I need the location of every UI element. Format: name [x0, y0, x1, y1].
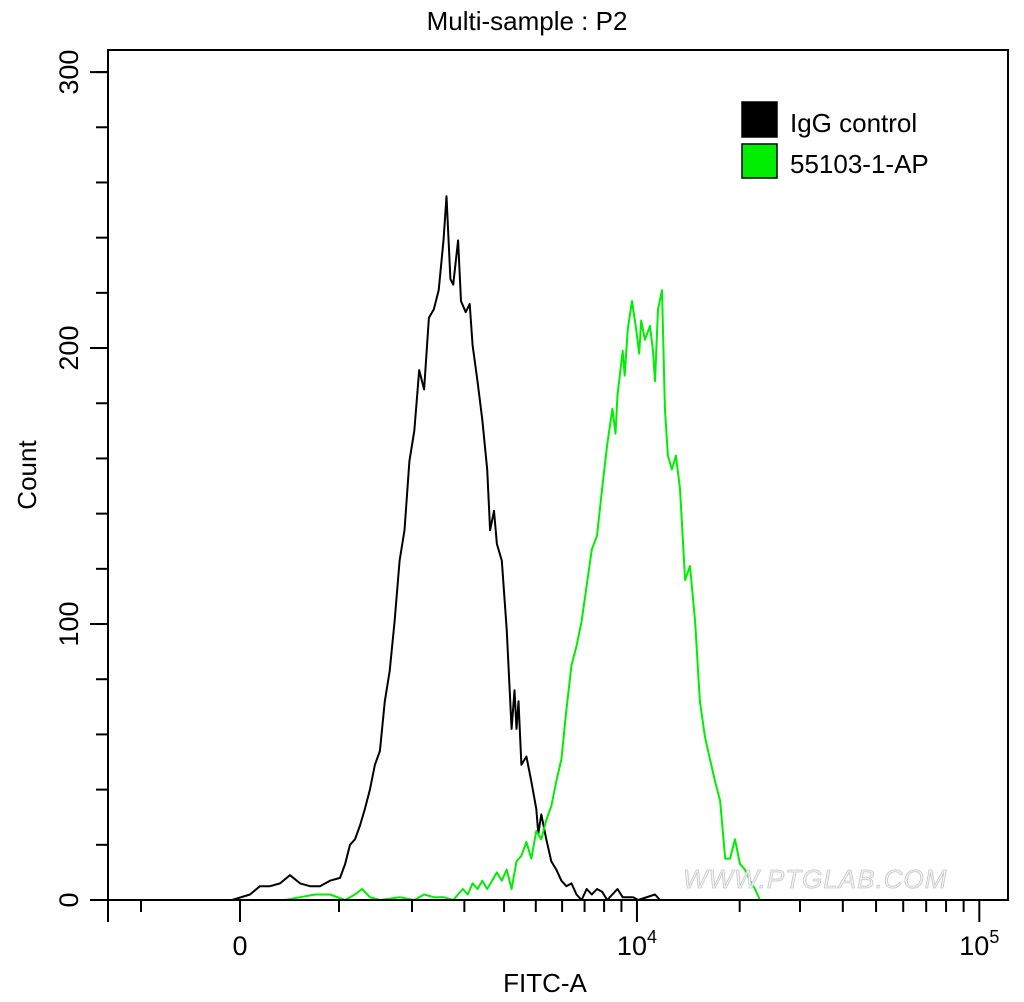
histogram-curves	[231, 195, 761, 901]
legend-swatch-55103-1-ap	[741, 143, 778, 179]
legend-label-55103-1-ap: 55103-1-AP	[790, 149, 929, 179]
x-axis-label: FITC-A	[503, 968, 587, 998]
x-tick-label: 104	[617, 927, 657, 961]
x-tick-label: 105	[959, 927, 999, 961]
plot-frame	[107, 49, 1009, 901]
watermark: WWW.PTGLAB.COM	[683, 864, 947, 894]
chart-title: Multi-sample : P2	[427, 6, 628, 36]
legend-swatch-igg-control	[741, 101, 778, 138]
series-line-igg-control	[231, 195, 661, 901]
y-tick-label: 100	[54, 601, 84, 646]
y-axis-label: Count	[12, 440, 42, 510]
y-tick-label: 200	[54, 326, 84, 371]
legend: IgG control 55103-1-AP	[741, 101, 929, 179]
legend-label-igg-control: IgG control	[790, 108, 917, 138]
y-tick-label: 0	[54, 892, 84, 907]
y-axis-ticks: 0 100 200 300	[54, 50, 108, 908]
x-axis-ticks: 0 104 105	[107, 900, 999, 961]
x-tick-label: 0	[232, 931, 247, 961]
series-line-55103-1-ap	[284, 289, 761, 901]
y-tick-label: 300	[54, 50, 84, 95]
